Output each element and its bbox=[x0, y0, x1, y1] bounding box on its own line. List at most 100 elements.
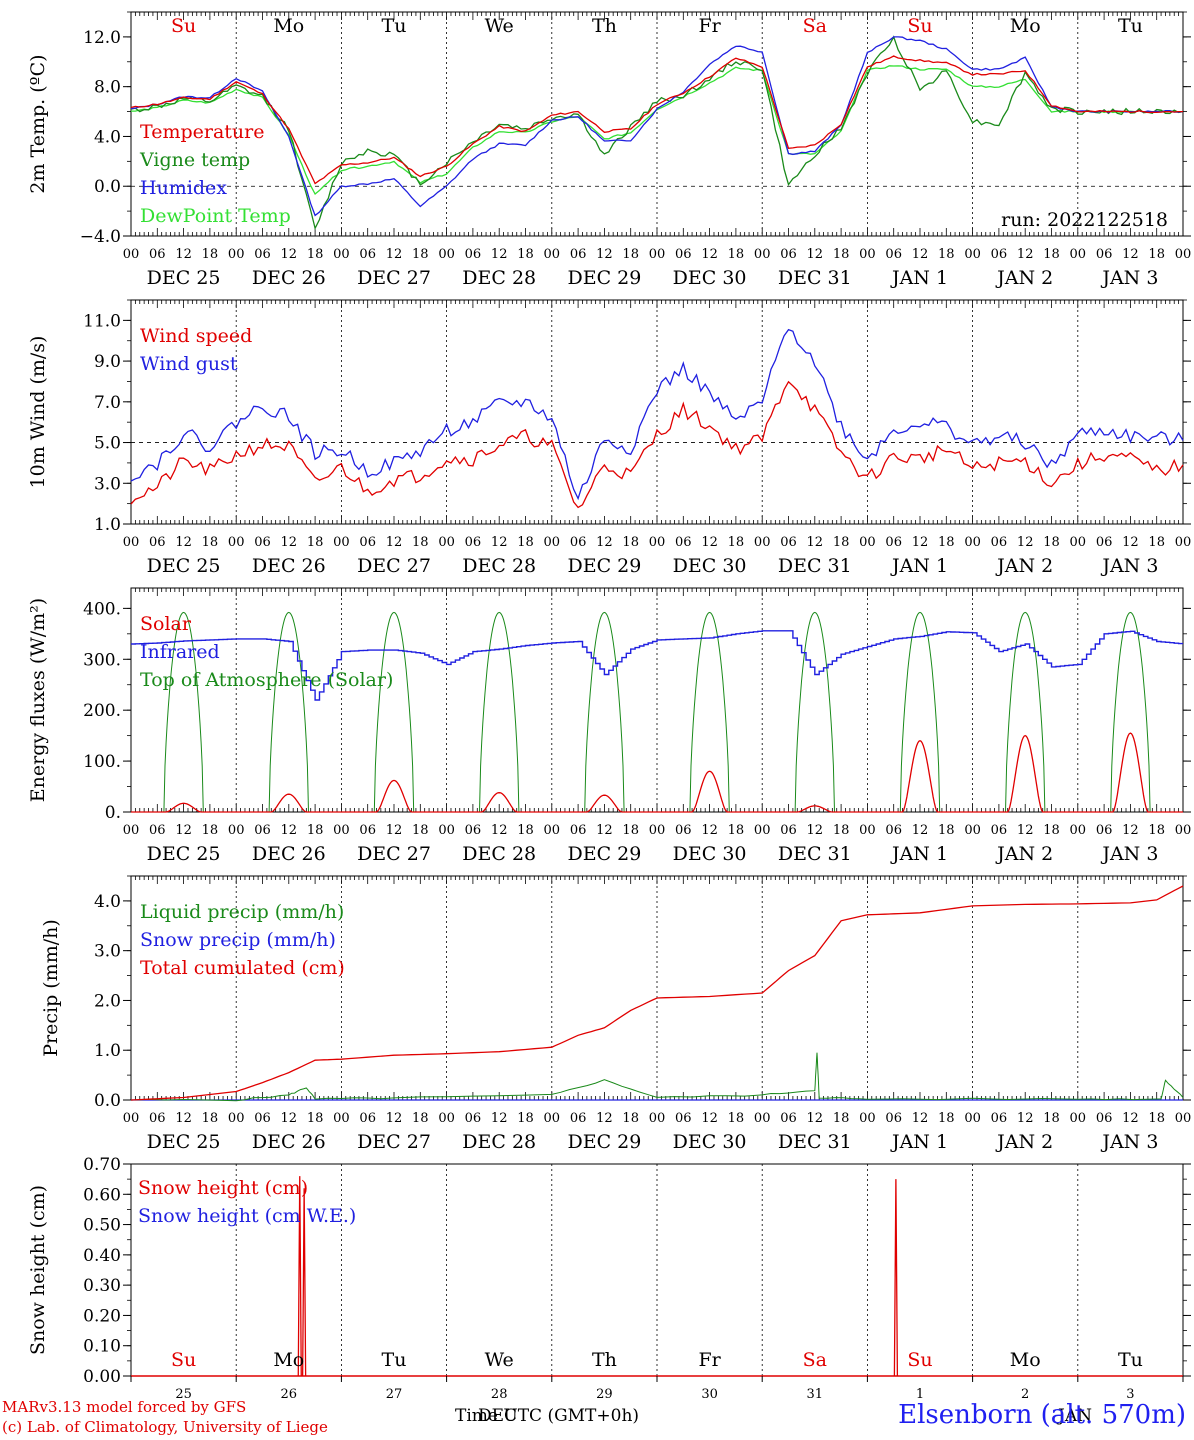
hour-tick-label: 00 bbox=[1070, 823, 1087, 838]
hour-tick-label: 12 bbox=[1017, 247, 1034, 262]
hour-tick-label: 06 bbox=[885, 823, 902, 838]
hour-tick-label: 06 bbox=[780, 247, 797, 262]
hour-tick-label: 00 bbox=[438, 1111, 455, 1126]
day-number-label: 31 bbox=[807, 1387, 824, 1402]
toa-solar-dome bbox=[689, 611, 730, 813]
date-label: DEC 29 bbox=[567, 555, 641, 577]
lab-credit: (c) Lab. of Climatology, University of L… bbox=[2, 1418, 328, 1436]
hour-tick-label: 00 bbox=[754, 247, 771, 262]
hour-tick-label: 00 bbox=[333, 535, 350, 550]
weekday-label: Sa bbox=[803, 15, 827, 37]
day-number-label: 28 bbox=[491, 1387, 508, 1402]
date-label: DEC 26 bbox=[252, 555, 326, 577]
hour-tick-label: 18 bbox=[938, 247, 955, 262]
hour-tick-label: 12 bbox=[281, 1111, 298, 1126]
weekday-label: We bbox=[485, 1349, 514, 1371]
hour-tick-label: 06 bbox=[991, 823, 1008, 838]
hour-tick-label: 06 bbox=[254, 535, 271, 550]
hour-tick-label: 00 bbox=[228, 1111, 245, 1126]
hour-tick-label: 00 bbox=[754, 1111, 771, 1126]
y-tick-label: 3.0 bbox=[94, 942, 121, 962]
panel-3: 400. 300. 200. 100. 0. Energy fluxes (W/m²) So… bbox=[27, 587, 1191, 865]
y-tick-label: 1.0 bbox=[94, 515, 121, 535]
hour-tick-label: 12 bbox=[175, 1111, 192, 1126]
series-vigne-temp bbox=[130, 35, 1184, 231]
hour-tick-label: 00 bbox=[649, 823, 666, 838]
y-tick-label: 12.0 bbox=[83, 28, 121, 48]
series-temperature bbox=[130, 55, 1183, 185]
run-label: run: 2022122518 bbox=[1001, 209, 1168, 231]
hour-tick-label: 06 bbox=[780, 1111, 797, 1126]
hour-tick-label: 06 bbox=[254, 1111, 271, 1126]
x-axis-month-jan: JAN bbox=[1058, 1406, 1092, 1426]
hour-tick-label: 00 bbox=[1070, 535, 1087, 550]
hour-tick-label: 12 bbox=[1122, 535, 1139, 550]
series-total-cumulated bbox=[130, 885, 1184, 1101]
legend-entry: Infrared bbox=[140, 641, 220, 663]
day-number-label: 25 bbox=[175, 1387, 192, 1402]
date-label: DEC 26 bbox=[252, 843, 326, 865]
weekday-label: Su bbox=[907, 1349, 932, 1371]
hour-tick-label: 06 bbox=[570, 823, 587, 838]
hour-tick-label: 18 bbox=[622, 823, 639, 838]
hour-tick-label: 00 bbox=[964, 823, 981, 838]
date-label: DEC 25 bbox=[147, 843, 221, 865]
weekday-label: Tu bbox=[382, 1349, 407, 1371]
hour-tick-label: 00 bbox=[859, 535, 876, 550]
date-label: DEC 30 bbox=[673, 843, 747, 865]
y-axis-label: Energy fluxes (W/m²) bbox=[27, 598, 49, 802]
hour-tick-label: 06 bbox=[254, 247, 271, 262]
weekday-label: Th bbox=[592, 1349, 617, 1371]
hour-tick-label: 06 bbox=[991, 535, 1008, 550]
hour-tick-label: 12 bbox=[281, 535, 298, 550]
hour-tick-label: 12 bbox=[701, 247, 718, 262]
hour-tick-label: 06 bbox=[885, 535, 902, 550]
hour-tick-label: 00 bbox=[438, 823, 455, 838]
hour-tick-label: 12 bbox=[386, 823, 403, 838]
hour-tick-label: 00 bbox=[333, 1111, 350, 1126]
hour-tick-label: 18 bbox=[728, 823, 745, 838]
hour-tick-label: 00 bbox=[1175, 1111, 1192, 1126]
hour-tick-label: 12 bbox=[807, 247, 824, 262]
snow-height-spike bbox=[301, 1188, 307, 1377]
date-label: DEC 28 bbox=[462, 267, 536, 289]
hour-tick-label: 00 bbox=[228, 823, 245, 838]
x-axis-month-dec: DEC bbox=[478, 1406, 518, 1426]
station-title: Elsenborn (alt. 570m) bbox=[898, 1400, 1186, 1430]
hour-tick-label: 18 bbox=[833, 247, 850, 262]
hour-tick-label: 12 bbox=[912, 247, 929, 262]
hour-tick-label: 00 bbox=[333, 247, 350, 262]
hour-tick-label: 12 bbox=[1122, 1111, 1139, 1126]
hour-tick-label: 12 bbox=[491, 1111, 508, 1126]
y-tick-label: 8.0 bbox=[94, 78, 121, 98]
hour-tick-label: 18 bbox=[412, 535, 429, 550]
hour-tick-label: 18 bbox=[1148, 1111, 1165, 1126]
hour-tick-label: 12 bbox=[701, 1111, 718, 1126]
hour-tick-label: 18 bbox=[1148, 247, 1165, 262]
hour-tick-label: 00 bbox=[1070, 247, 1087, 262]
date-label: JAN 2 bbox=[995, 1131, 1053, 1153]
hour-tick-label: 06 bbox=[991, 247, 1008, 262]
y-tick-label: 0.30 bbox=[83, 1276, 121, 1296]
hour-tick-label: 12 bbox=[1122, 247, 1139, 262]
y-tick-label: 0.20 bbox=[83, 1306, 121, 1326]
hour-tick-label: 12 bbox=[807, 823, 824, 838]
legend-entry: Wind speed bbox=[140, 325, 252, 347]
series-solar bbox=[131, 732, 1183, 813]
date-label: DEC 28 bbox=[462, 555, 536, 577]
hour-tick-label: 12 bbox=[1122, 823, 1139, 838]
hour-tick-label: 06 bbox=[885, 1111, 902, 1126]
legend-entry: Liquid precip (mm/h) bbox=[140, 901, 344, 923]
hour-tick-label: 06 bbox=[1096, 1111, 1113, 1126]
date-label: DEC 25 bbox=[147, 1131, 221, 1153]
date-label: DEC 30 bbox=[673, 555, 747, 577]
hour-tick-label: 00 bbox=[438, 247, 455, 262]
legend-entry: Snow precip (mm/h) bbox=[140, 929, 336, 951]
weekday-label: Tu bbox=[382, 15, 407, 37]
hour-tick-label: 12 bbox=[491, 247, 508, 262]
date-label: DEC 29 bbox=[567, 1131, 641, 1153]
y-tick-label: 0.40 bbox=[83, 1246, 121, 1266]
hour-tick-label: 06 bbox=[675, 1111, 692, 1126]
weekday-label: Su bbox=[907, 15, 932, 37]
date-label: JAN 1 bbox=[890, 555, 948, 577]
